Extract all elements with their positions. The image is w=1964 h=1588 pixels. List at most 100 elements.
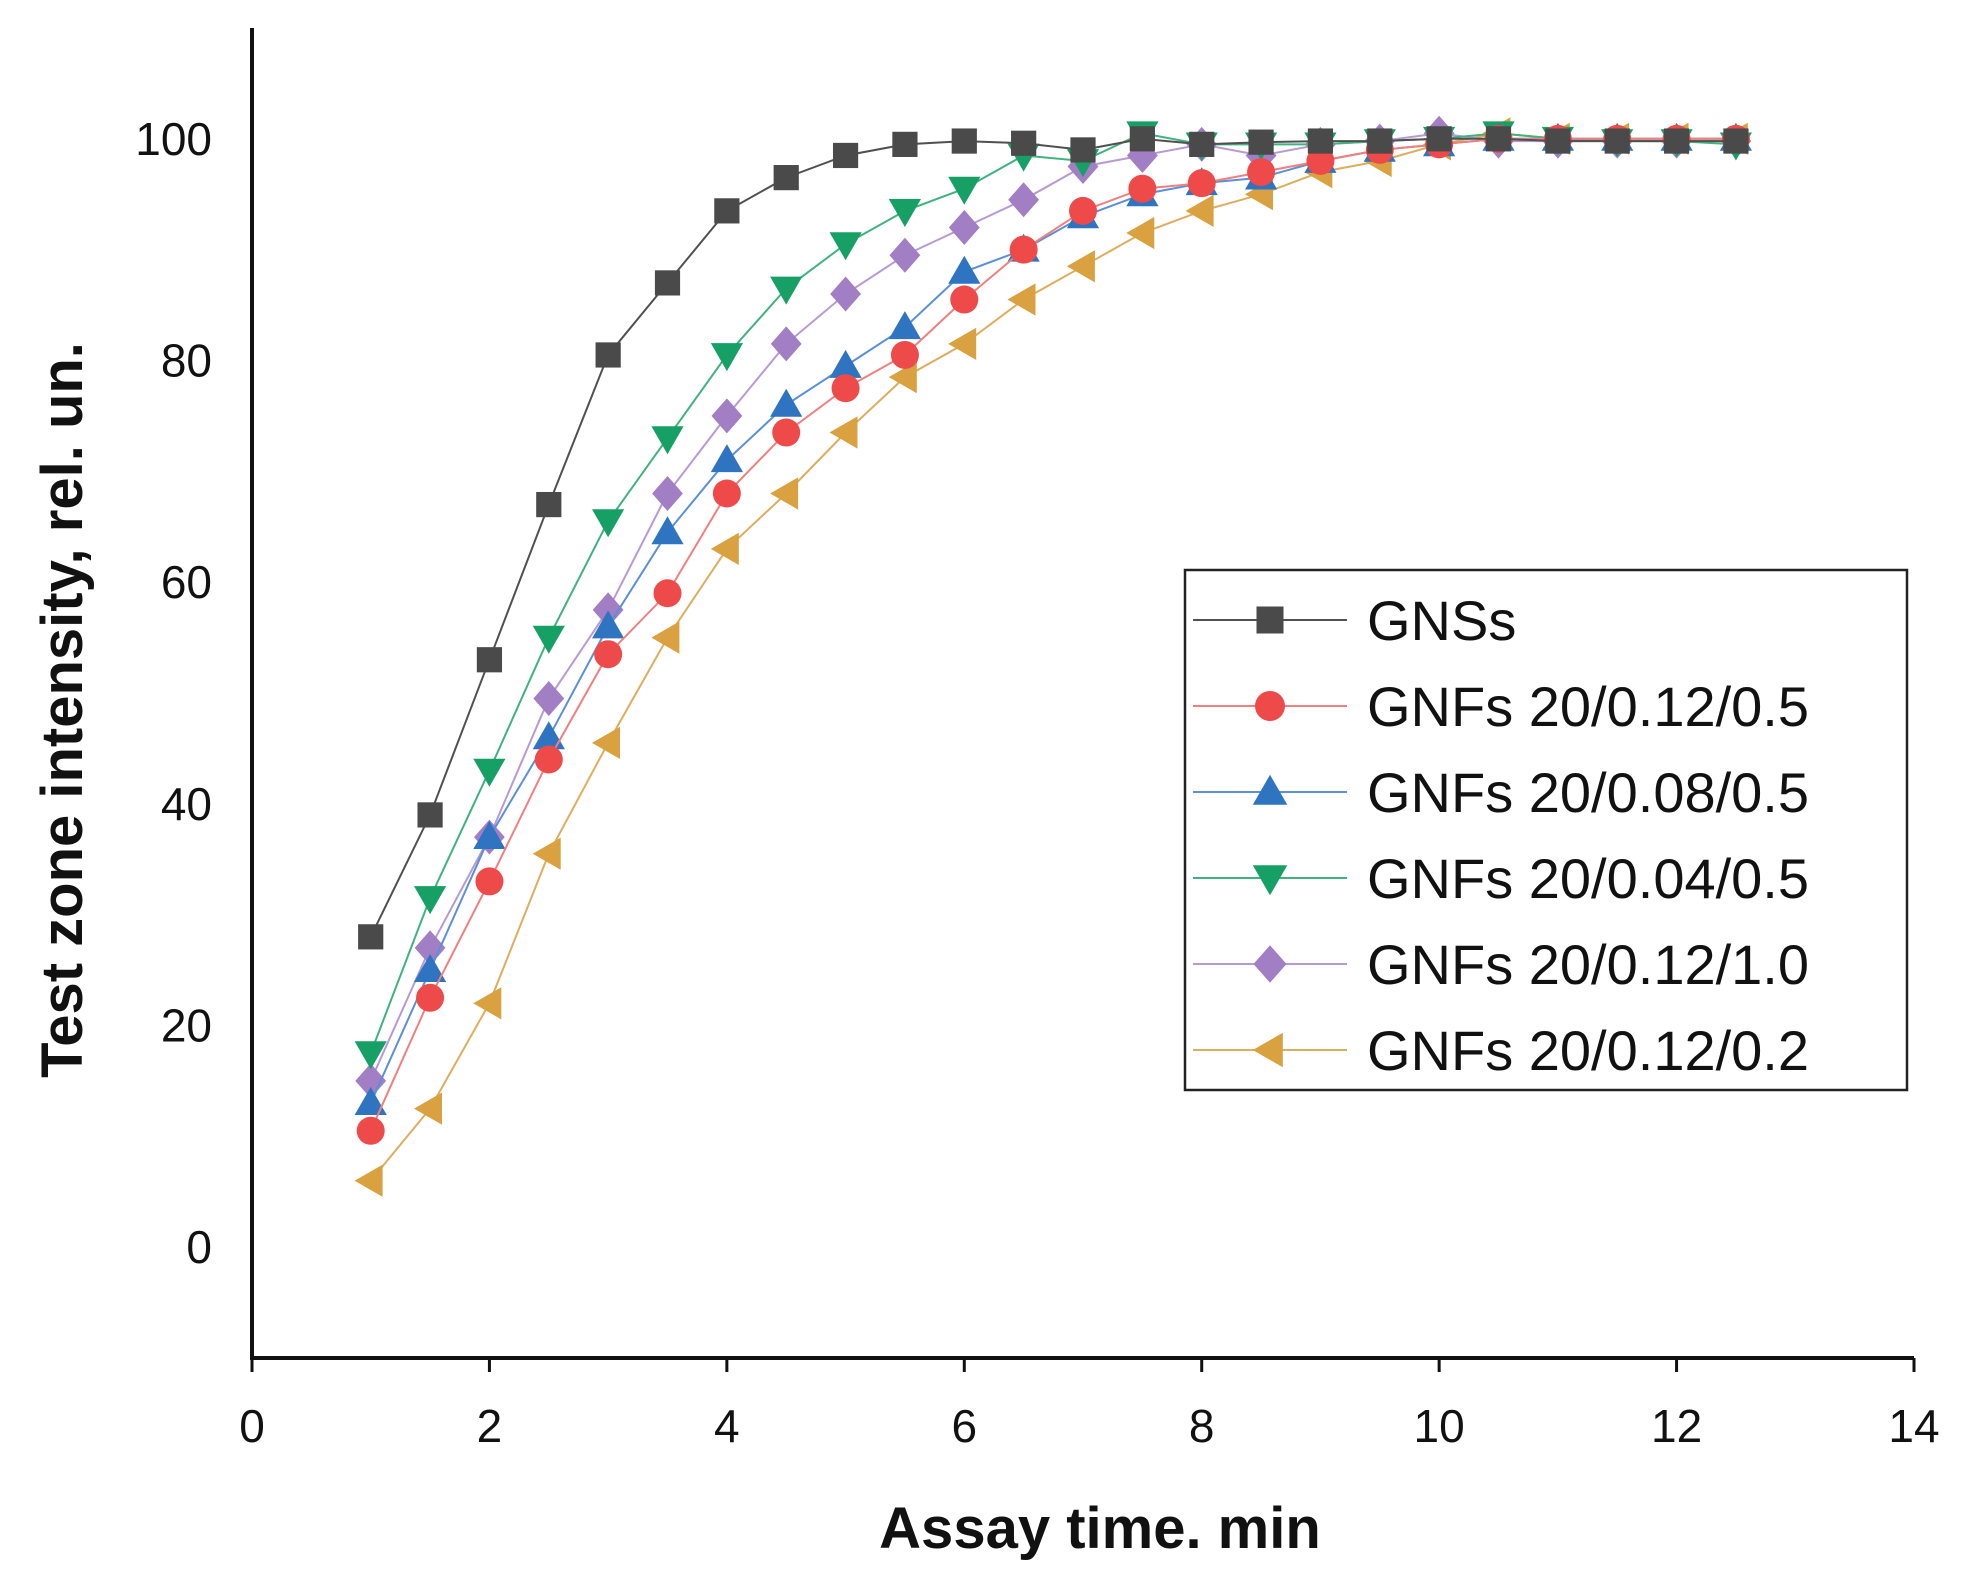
legend-entry: GNFs 20/0.04/0.5: [1193, 847, 1809, 910]
data-point: [1127, 138, 1158, 173]
x-tick-label: 12: [1651, 1400, 1702, 1452]
data-point: [948, 327, 977, 360]
data-point: [414, 930, 446, 966]
data-point: [948, 176, 981, 205]
data-point: [714, 198, 740, 224]
x-tick-label: 2: [477, 1400, 503, 1452]
data-point: [355, 1063, 387, 1099]
data-point: [712, 479, 741, 508]
data-point: [711, 398, 743, 434]
data-point: [532, 625, 565, 654]
data-point: [476, 647, 503, 673]
data-point: [829, 349, 862, 378]
data-point: [653, 579, 682, 608]
legend-swatch-marker: [1252, 774, 1288, 805]
data-point: [770, 477, 799, 510]
legend-entry: GNFs 20/0.12/0.2: [1193, 1019, 1809, 1082]
data-point: [1070, 137, 1096, 163]
data-point: [532, 721, 565, 750]
legend-box: [1183, 568, 1909, 1092]
legend-entry: GNSs: [1193, 589, 1516, 652]
data-point: [473, 821, 506, 849]
data-point: [1367, 128, 1393, 154]
data-point: [594, 640, 623, 669]
data-point: [832, 142, 859, 169]
data-point: [1129, 126, 1155, 152]
legend-swatch-marker: [1252, 1032, 1283, 1068]
data-point: [1426, 126, 1452, 152]
data-point: [888, 361, 917, 394]
data-point: [948, 255, 981, 284]
data-point: [773, 165, 799, 191]
series-0: [358, 126, 1749, 950]
data-point: [1545, 128, 1571, 154]
data-point: [1485, 126, 1512, 152]
data-point: [1069, 196, 1097, 225]
data-point: [710, 343, 743, 372]
data-point: [651, 426, 684, 455]
legend-label: GNFs 20/0.08/0.5: [1367, 761, 1809, 824]
data-point: [830, 276, 861, 312]
data-point: [892, 131, 918, 157]
data-point: [651, 516, 684, 545]
x-tick-label: 8: [1189, 1400, 1215, 1452]
legend: GNSs GNFs 20/0.12/0.5 GNFs 20/0.08/0.5 GNFs…: [1183, 568, 1909, 1092]
data-point: [354, 1041, 387, 1070]
data-point: [831, 374, 860, 403]
data-point: [710, 532, 739, 565]
data-point: [770, 388, 803, 417]
legend-label: GNFs 20/0.12/0.2: [1367, 1019, 1809, 1082]
data-point: [890, 340, 919, 369]
data-point: [1007, 283, 1036, 316]
data-point: [1187, 169, 1216, 198]
data-point: [536, 491, 562, 518]
data-point: [416, 983, 445, 1012]
data-point: [829, 232, 862, 261]
data-point: [1604, 128, 1630, 154]
y-tick-label: 100: [135, 113, 212, 165]
data-point: [354, 1164, 383, 1197]
data-point: [1247, 158, 1276, 187]
data-point: [889, 237, 921, 273]
legend-label: GNFs 20/0.12/0.5: [1367, 675, 1809, 738]
data-point: [532, 837, 561, 870]
data-point: [1008, 182, 1039, 218]
data-point: [772, 418, 801, 447]
data-point: [356, 1116, 385, 1145]
data-point: [414, 1092, 442, 1125]
data-point: [951, 128, 977, 154]
legend-label: GNSs: [1367, 589, 1516, 652]
data-point: [1306, 147, 1335, 175]
x-tick-label: 6: [951, 1400, 977, 1452]
data-point: [417, 802, 443, 828]
y-tick-label: 60: [161, 556, 212, 608]
data-point: [592, 509, 625, 538]
x-tick-label: 0: [239, 1400, 265, 1452]
data-point: [1307, 128, 1334, 154]
data-point: [770, 276, 803, 305]
data-point: [414, 954, 447, 982]
data-point: [592, 592, 624, 628]
data-point: [654, 270, 681, 296]
data-point: [592, 610, 625, 639]
data-point: [533, 681, 565, 716]
y-tick-label: 80: [161, 335, 212, 387]
data-point: [1009, 235, 1038, 264]
data-point: [354, 1087, 387, 1115]
axes: 0 2 4 6 8 10 12 14 0 20 40 60 80 100: [135, 28, 1940, 1452]
data-point: [710, 444, 743, 473]
data-point: [950, 285, 979, 314]
x-tick-label: 10: [1414, 1400, 1465, 1452]
legend-label: GNFs 20/0.12/1.0: [1367, 933, 1809, 996]
data-point: [592, 726, 620, 759]
legend-entry: GNFs 20/0.12/0.5: [1193, 675, 1809, 738]
data-point: [829, 416, 858, 449]
y-axis-title: Test zone intensity, rel. un.: [30, 342, 95, 1078]
data-point: [888, 311, 921, 340]
data-point: [473, 758, 506, 787]
legend-swatch-marker: [1252, 865, 1288, 896]
data-point: [651, 621, 680, 654]
y-tick-label: 40: [161, 778, 212, 830]
legend-entry: GNFs 20/0.12/1.0: [1193, 933, 1809, 996]
